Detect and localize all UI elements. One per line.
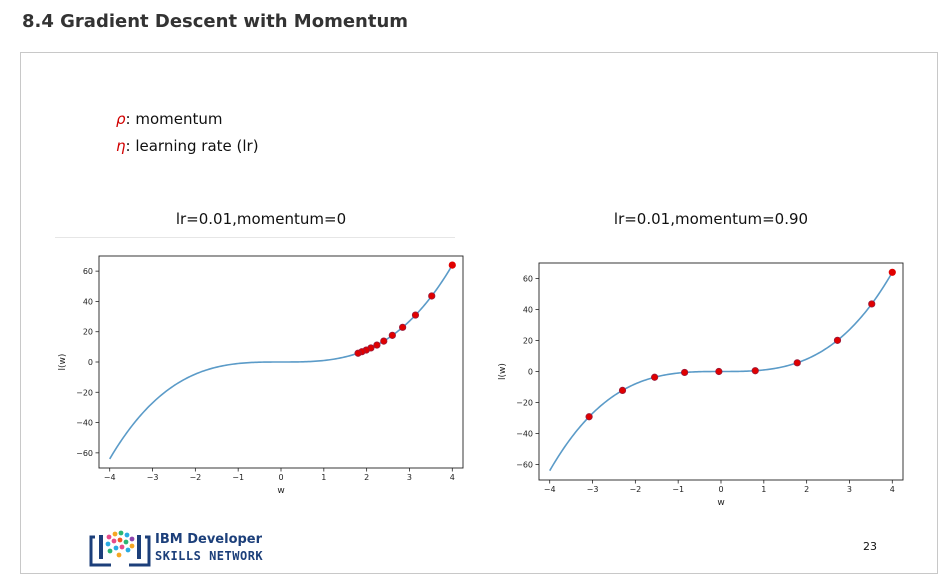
- right-data-point: [888, 268, 896, 276]
- right-x-tick-label: 3: [847, 485, 852, 494]
- page-number: 23: [863, 540, 877, 553]
- left-y-axis-label: l(w): [58, 354, 68, 371]
- left-data-point: [388, 331, 396, 339]
- right-y-tick-label: 40: [523, 306, 533, 315]
- right-y-tick-label: 60: [523, 275, 533, 284]
- left-x-tick-label: 2: [364, 473, 369, 482]
- rho-label: : momentum: [125, 110, 223, 128]
- right-x-tick-label: 2: [804, 485, 809, 494]
- left-x-tick-label: −2: [189, 473, 201, 482]
- right-data-point: [833, 336, 842, 344]
- right-data-point: [793, 359, 801, 367]
- right-x-tick-label: 0: [718, 485, 723, 494]
- left-y-tick-label: 60: [83, 267, 93, 276]
- right-y-tick-label: −60: [516, 461, 533, 470]
- left-y-tick-label: 0: [88, 358, 93, 367]
- right-y-axis-label: l(w): [498, 363, 508, 380]
- right-data-point: [585, 413, 593, 421]
- eta-label: : learning rate (lr): [125, 137, 259, 155]
- right-y-tick-label: 20: [523, 337, 533, 346]
- right-data-point: [651, 373, 659, 381]
- left-data-point: [380, 337, 388, 345]
- right-x-tick-label: −1: [672, 485, 684, 494]
- left-x-tick-label: 1: [321, 473, 326, 482]
- ibm-skills-network-logo-icon: [89, 530, 151, 567]
- divider-line: [55, 237, 455, 238]
- ibm-logo: IBM Developer SKILLS NETWORK: [89, 529, 289, 569]
- left-y-tick-label: −60: [76, 449, 93, 458]
- left-x-axis-label: w: [277, 486, 284, 496]
- logo-text-skills-network: SKILLS NETWORK: [155, 549, 264, 563]
- rho-symbol: ρ: [116, 110, 126, 128]
- left-y-tick-label: −40: [76, 419, 93, 428]
- eta-symbol: η: [116, 137, 126, 155]
- right-y-tick-label: −20: [516, 399, 533, 408]
- page-title: 8.4 Gradient Descent with Momentum: [22, 11, 409, 32]
- left-y-tick-label: 40: [83, 297, 93, 306]
- chart-title-right: lr=0.01,momentum=0.90: [613, 210, 809, 228]
- left-x-tick-label: −4: [104, 473, 116, 482]
- right-data-point: [751, 367, 759, 375]
- right-x-tick-label: −2: [629, 485, 641, 494]
- legend-rho: ρ: momentum: [116, 110, 223, 128]
- left-x-tick-label: −1: [232, 473, 244, 482]
- left-x-tick-label: −3: [147, 473, 159, 482]
- legend-eta: η: learning rate (lr): [116, 137, 259, 155]
- chart-title-left: lr=0.01,momentum=0: [175, 210, 347, 228]
- right-y-tick-label: 0: [528, 368, 533, 377]
- left-x-tick-label: 0: [278, 473, 283, 482]
- logo-text-ibm-developer: IBM Developer: [155, 532, 263, 547]
- right-data-point: [868, 300, 876, 308]
- left-y-tick-label: −20: [76, 388, 93, 397]
- left-data-point: [373, 341, 381, 349]
- left-y-tick-label: 20: [83, 328, 93, 337]
- right-y-tick-label: −40: [516, 430, 533, 439]
- right-x-tick-label: −3: [587, 485, 599, 494]
- left-data-point: [448, 261, 456, 269]
- left-x-tick-label: 4: [450, 473, 455, 482]
- right-x-axis-label: w: [717, 498, 724, 508]
- left-data-point: [411, 311, 420, 319]
- right-x-tick-label: 1: [761, 485, 766, 494]
- right-data-point: [715, 367, 723, 376]
- right-data-point: [681, 368, 689, 377]
- left-data-point: [354, 349, 362, 357]
- left-loss-curve: [109, 264, 453, 460]
- chart-right: −4 −3 −2 −1 0 1 2 3 4 −60 −40 −20 0 20 40 60 w l(w): [498, 262, 904, 508]
- chart-left: −4 −3 −2 −1 0 1 2 3 4 −60 −40 −20 0 20 40 60 w l(w): [58, 255, 464, 496]
- slide: ρ: momentum η: learning rate (lr) lr=0.0…: [20, 52, 938, 574]
- left-x-tick-label: 3: [407, 473, 412, 482]
- left-data-point: [399, 323, 407, 331]
- right-x-tick-label: 4: [890, 485, 895, 494]
- left-data-point: [428, 292, 436, 300]
- right-data-point: [618, 386, 627, 395]
- right-x-tick-label: −4: [544, 485, 556, 494]
